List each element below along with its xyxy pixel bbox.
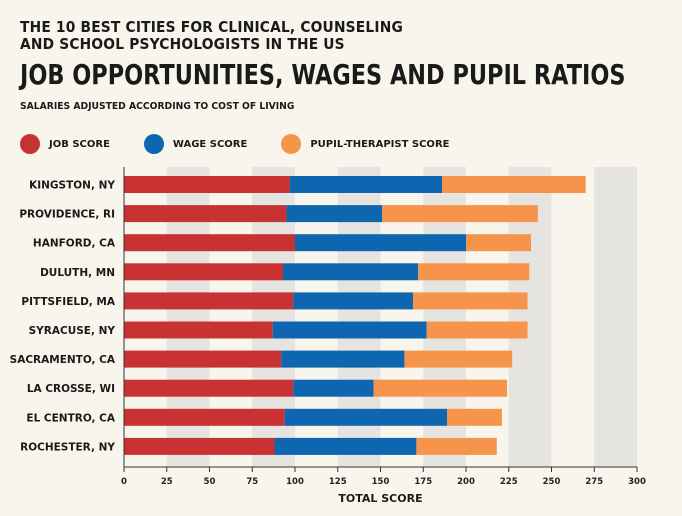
bar-segment-job: [124, 176, 290, 193]
category-label: KINGSTON, NY: [29, 180, 115, 192]
chart-title: JOB OPPORTUNITIES, WAGES AND PUPIL RATIO…: [20, 58, 626, 91]
category-label: LA CROSSE, WI: [27, 383, 115, 395]
bar-segment-wage: [286, 205, 383, 223]
bar-segment-wage: [295, 234, 466, 252]
bar-segment-pupil: [418, 263, 530, 281]
category-label: EL CENTRO, CA: [26, 412, 115, 424]
grid-band: [594, 167, 637, 467]
title-line-1: THE 10 BEST CITIES FOR CLINICAL, COUNSEL…: [20, 18, 403, 36]
x-tick-label: 25: [161, 477, 173, 487]
x-tick-label: 300: [628, 477, 646, 487]
legend-swatch-pupil: [281, 134, 302, 154]
bar-segment-job: [124, 379, 294, 397]
bar-segment-job: [124, 437, 275, 455]
legend: JOB SCORE WAGE SCORE PUPIL-THERAPIST SCO…: [20, 134, 483, 154]
bar-segment-pupil: [412, 292, 528, 310]
x-tick-label: 150: [372, 477, 390, 487]
category-label: PROVIDENCE, RI: [19, 209, 115, 221]
x-tick-label: 200: [457, 477, 475, 487]
x-tick-label: 275: [585, 477, 603, 487]
bar-segment-pupil: [426, 321, 528, 339]
x-tick-label: 175: [414, 477, 432, 487]
legend-item-wage: WAGE SCORE: [143, 134, 248, 154]
bar-segment-job: [124, 205, 287, 223]
bar-segment-job: [124, 408, 285, 426]
bar-segment-job: [124, 234, 295, 252]
x-tick-label: 0: [121, 477, 127, 487]
bar-segment-pupil: [373, 379, 508, 397]
bar-segment-pupil: [382, 205, 538, 223]
legend-swatch-job: [20, 134, 40, 154]
x-tick-label: 250: [543, 477, 561, 487]
bar-segment-job: [124, 292, 294, 310]
category-label: ROCHESTER, NY: [20, 441, 115, 453]
bar-segment-pupil: [466, 234, 531, 252]
bar-segment-wage: [289, 176, 443, 193]
legend-label: JOB SCORE: [49, 138, 110, 150]
x-axis-label: TOTAL SCORE: [338, 492, 422, 505]
chart-subtitle: SALARIES ADJUSTED ACCORDING TO COST OF L…: [20, 101, 295, 112]
title-line-2: AND SCHOOL PSYCHOLOGISTS IN THE US: [20, 35, 345, 53]
x-tick-label: 75: [246, 477, 258, 487]
category-label: HANFORD, CA: [33, 238, 116, 250]
x-tick-label: 125: [329, 477, 347, 487]
bar-segment-wage: [293, 292, 413, 310]
bar-segment-wage: [283, 263, 419, 281]
bar-segment-wage: [293, 379, 374, 397]
bar-segment-wage: [284, 408, 448, 426]
x-tick-label: 100: [286, 477, 304, 487]
bar-segment-pupil: [404, 350, 513, 368]
legend-swatch-wage: [143, 134, 164, 154]
bar-segment-wage: [274, 437, 417, 455]
bar-segment-pupil: [442, 176, 586, 193]
bar-segment-pupil: [447, 408, 502, 426]
legend-label: PUPIL-THERAPIST SCORE: [310, 138, 450, 150]
bar-segment-job: [124, 263, 284, 281]
bar-segment-wage: [281, 350, 405, 368]
chart-supertitle: THE 10 BEST CITIES FOR CLINICAL, COUNSEL…: [20, 19, 403, 53]
bar-segment-wage: [272, 321, 427, 339]
category-label: SYRACUSE, NY: [29, 325, 116, 337]
category-label: SACRAMENTO, CA: [10, 354, 116, 366]
x-tick-label: 225: [500, 477, 518, 487]
legend-label: WAGE SCORE: [172, 138, 248, 150]
category-label: DULUTH, MN: [40, 267, 115, 279]
x-tick-label: 50: [204, 477, 216, 487]
bar-segment-job: [124, 321, 273, 339]
legend-item-job: JOB SCORE: [20, 134, 110, 154]
bar-segment-job: [124, 350, 282, 368]
category-label: PITTSFIELD, MA: [21, 296, 115, 308]
bar-segment-pupil: [416, 437, 497, 455]
legend-item-pupil: PUPIL-THERAPIST SCORE: [281, 134, 449, 154]
